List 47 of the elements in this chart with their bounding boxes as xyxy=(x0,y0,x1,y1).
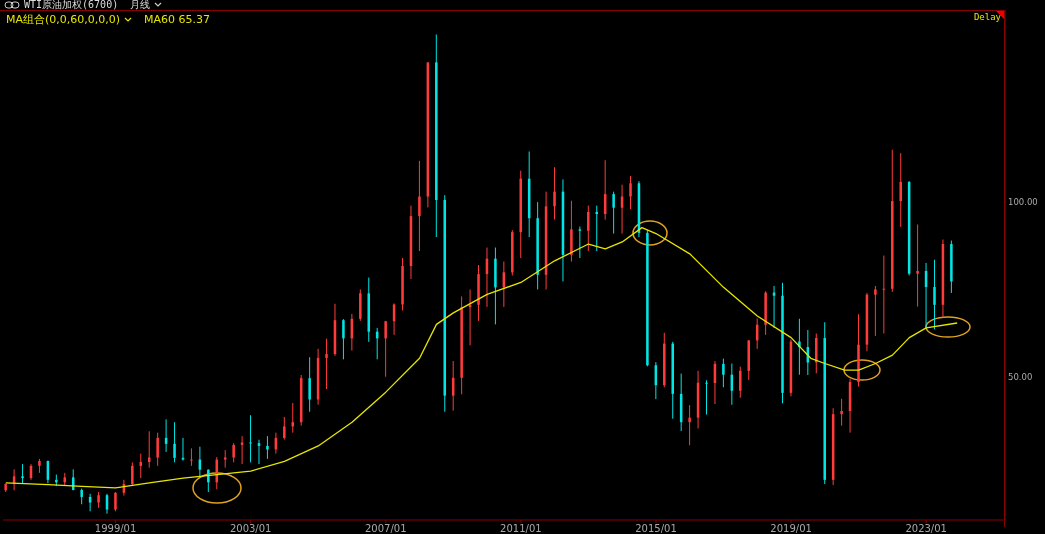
candlestick xyxy=(232,442,235,463)
candlestick xyxy=(131,461,134,486)
chart-subtitle: MA组合(0,0,60,0,0,0) xyxy=(6,12,121,27)
candlestick xyxy=(933,259,936,330)
candlestick xyxy=(578,226,582,259)
candlestick xyxy=(739,366,742,399)
candlestick xyxy=(688,404,691,446)
candlestick xyxy=(173,421,176,463)
candlestick xyxy=(181,437,185,462)
candlestick xyxy=(553,166,556,221)
candlestick xyxy=(722,358,725,388)
annotation: Delay xyxy=(973,12,1001,22)
candlestick xyxy=(240,435,244,465)
x-tick-label: 2023/01 xyxy=(905,523,947,534)
candlestick xyxy=(249,414,252,463)
candlestick xyxy=(190,447,193,467)
candlestick xyxy=(612,191,615,235)
y-tick-label: 100.00 xyxy=(1008,197,1038,208)
candlestick xyxy=(418,160,421,252)
legend-label: MA60 65.37 xyxy=(144,13,211,26)
y-tick-label: 50.00 xyxy=(1008,371,1033,382)
candlestick xyxy=(840,398,843,427)
x-tick-label: 2015/01 xyxy=(635,523,677,534)
candlestick xyxy=(705,379,708,416)
x-tick-label: 2011/01 xyxy=(500,523,542,534)
candlestick xyxy=(283,416,286,441)
candlestick xyxy=(21,463,24,484)
candlestick xyxy=(342,318,345,360)
chart-title: WTI原油加权(6700) 月线 xyxy=(24,0,151,12)
candlestick xyxy=(595,205,599,252)
candlestick xyxy=(384,320,387,378)
candlestick xyxy=(587,205,590,252)
candlestick xyxy=(291,402,295,434)
x-tick-label: 2003/01 xyxy=(229,523,272,534)
candlestick xyxy=(114,491,117,512)
x-tick-label: 2019/01 xyxy=(770,523,812,534)
candlestick xyxy=(266,435,269,460)
candlestick xyxy=(629,175,632,210)
candlestick xyxy=(874,285,877,337)
x-tick-label: 2007/01 xyxy=(365,523,407,534)
candlestick xyxy=(916,223,919,308)
candlestick xyxy=(325,338,328,390)
candlestick xyxy=(899,152,902,228)
x-tick-label: 1999/01 xyxy=(94,523,137,534)
candlestick xyxy=(308,356,311,413)
candlestick xyxy=(156,432,159,467)
line-series xyxy=(5,226,958,489)
